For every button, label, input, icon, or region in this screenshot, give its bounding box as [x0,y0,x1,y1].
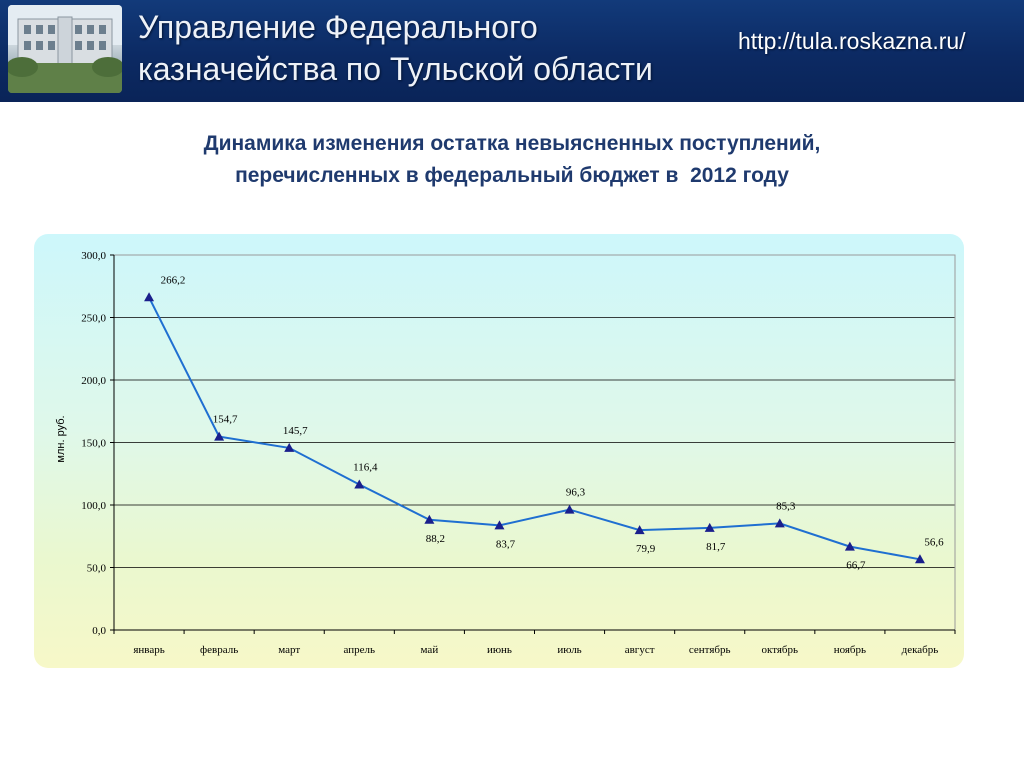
data-label: 116,4 [353,462,378,474]
x-tick-label: март [278,644,300,656]
line-chart: млн. руб. 0,0 50,0 100,0 150,0 200,0 250,0 300… [55,250,956,656]
y-axis-label: млн. руб. [55,415,67,462]
data-label: 145,7 [283,425,308,437]
data-point-marker [844,541,855,551]
y-tick-label: 0,0 [92,625,106,637]
data-point-marker [354,479,365,489]
x-tick-label: июнь [487,644,512,656]
y-tick-label: 150,0 [81,438,106,450]
y-tick-label: 50,0 [87,563,107,575]
x-tick-label: май [421,644,439,656]
x-tick-labels: январь февраль март апрель май июнь июль август… [133,644,938,656]
data-label: 154,7 [213,414,238,426]
chart-panel: млн. руб. 0,0 50,0 100,0 150,0 200,0 250,0 300… [34,234,964,668]
data-point-marker [564,504,575,514]
slide-title-line1: Динамика изменения остатка невыясненных … [203,132,821,155]
data-point-marker [214,431,225,441]
organization-title: Управление Федерального казначейства по … [138,6,738,90]
x-tick-label: декабрь [902,644,939,656]
data-label: 79,9 [636,543,656,555]
data-point-marker [704,522,715,532]
data-point-marker [774,518,785,528]
header-banner: Управление Федерального казначейства по … [0,0,1024,102]
data-point-marker [144,292,155,302]
x-tick-label: январь [133,644,164,656]
data-point-marker [914,554,925,564]
x-tick-label: июль [557,644,581,656]
data-label: 81,7 [706,541,726,553]
y-tick-labels: 0,0 50,0 100,0 150,0 200,0 250,0 300,0 [81,250,106,637]
data-point-marker [284,442,295,452]
x-tick-label: апрель [344,644,376,656]
data-labels: 266,2 154,7 145,7 116,4 88,2 83,7 96,3 79,9 81,7… [161,274,944,571]
data-point-marker [494,520,505,530]
organization-title-line1: Управление Федерального [138,9,538,45]
x-tick-label: октябрь [762,644,799,656]
data-label: 88,2 [426,533,445,545]
y-tick-label: 200,0 [81,375,106,387]
y-tick-label: 300,0 [81,250,106,262]
axes [110,254,956,634]
data-label: 85,3 [776,500,796,512]
series-polyline [148,296,921,561]
website-url[interactable]: http://tula.roskazna.ru/ [738,28,966,54]
slide-title: Динамика изменения остатка невыясненных … [0,128,1024,192]
series-markers [144,292,925,564]
data-label: 266,2 [161,274,186,286]
x-tick-label: август [625,644,655,656]
grid-lines [114,317,955,568]
series-line [148,296,921,561]
building-photo [8,5,122,93]
x-tick-label: февраль [200,644,238,656]
data-label: 56,6 [924,536,944,548]
y-tick-label: 250,0 [81,313,106,325]
data-label: 83,7 [496,538,516,550]
slide-title-line2: перечисленных в федеральный бюджет в 201… [235,164,789,187]
x-tick-label: сентябрь [689,644,731,656]
data-point-marker [634,525,645,535]
data-label: 66,7 [846,560,866,572]
data-label: 96,3 [566,487,586,499]
organization-title-line2: казначейства по Тульской области [138,51,653,87]
x-tick-label: ноябрь [834,644,866,656]
y-tick-label: 100,0 [81,500,106,512]
data-point-marker [424,514,435,524]
